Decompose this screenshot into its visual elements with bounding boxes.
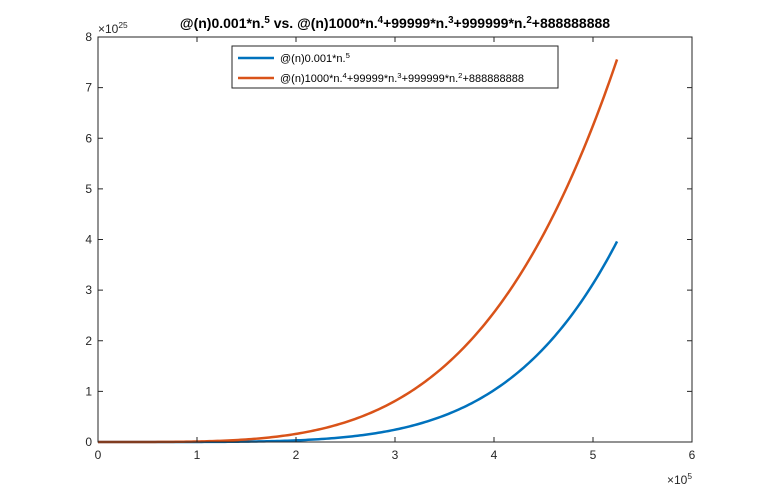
chart-title-part: @(n)0.001*n. (180, 15, 264, 31)
y-tick-label: 6 (85, 131, 92, 145)
x-exponent-part: ×10 (667, 473, 688, 487)
x-tick-label: 1 (194, 448, 201, 462)
y-tick-label: 4 (85, 233, 92, 247)
legend-label-part: @(n)0.001*n. (280, 53, 346, 65)
chart-title-part: 4 (378, 15, 384, 26)
chart-title-part: 3 (448, 15, 454, 26)
x-tick-label: 3 (392, 448, 399, 462)
chart-title-part: 5 (264, 15, 270, 26)
x-tick-label: 4 (491, 448, 498, 462)
y-tick-label: 2 (85, 334, 92, 348)
y-tick-label: 8 (85, 30, 92, 44)
y-tick-label: 0 (85, 435, 92, 449)
legend-label-part: @(n)1000*n. (280, 73, 343, 85)
legend-box (231, 45, 559, 89)
plot-area (98, 37, 692, 442)
ticks-layer: 0 1 2 3 4 5 6 0 1 2 3 4 5 6 7 8 (85, 30, 695, 462)
chart-title-part: vs. @(n)1000*n. (270, 15, 378, 31)
legend-label-part: 3 (397, 71, 401, 80)
y-tick-label: 1 (85, 384, 92, 398)
legend-label-part: 4 (343, 71, 348, 80)
y-tick-label: 5 (85, 182, 92, 196)
chart-title-part: +99999*n. (383, 15, 448, 31)
legend-label-part: +99999*n. (347, 73, 397, 85)
legend-label: @(n)1000*n.4+99999*n.3+999999*n.2+888888… (280, 71, 524, 86)
legend: @(n)0.001*n.5 @(n)1000*n.4+99999*n.3+9999… (231, 45, 559, 89)
legend-label: @(n)0.001*n.5 (280, 51, 350, 66)
x-exponent-part: 5 (687, 471, 692, 481)
x-tick-label: 5 (590, 448, 597, 462)
chart-title-part: +999999*n. (454, 15, 527, 31)
y-exponent-part: 25 (118, 20, 128, 30)
x-tick-label: 0 (95, 448, 102, 462)
x-tick-label: 6 (689, 448, 696, 462)
x-tick-label: 2 (293, 448, 300, 462)
y-tick-label: 7 (85, 81, 92, 95)
chart-title: @(n)0.001*n.5 vs. @(n)1000*n.4+99999*n.3… (180, 15, 610, 32)
y-axis-exponent: ×1025 (98, 20, 128, 36)
y-exponent-part: ×10 (98, 22, 119, 36)
legend-label-part: +999999*n. (402, 73, 459, 85)
y-tick-label: 3 (85, 283, 92, 297)
chart-title-part: 2 (526, 15, 532, 26)
legend-label-part: +888888888 (462, 73, 523, 85)
legend-label-part: 2 (458, 71, 462, 80)
legend-label-part: 5 (346, 51, 350, 60)
chart-title-part: +888888888 (532, 15, 610, 31)
x-axis-exponent: ×105 (667, 471, 692, 487)
